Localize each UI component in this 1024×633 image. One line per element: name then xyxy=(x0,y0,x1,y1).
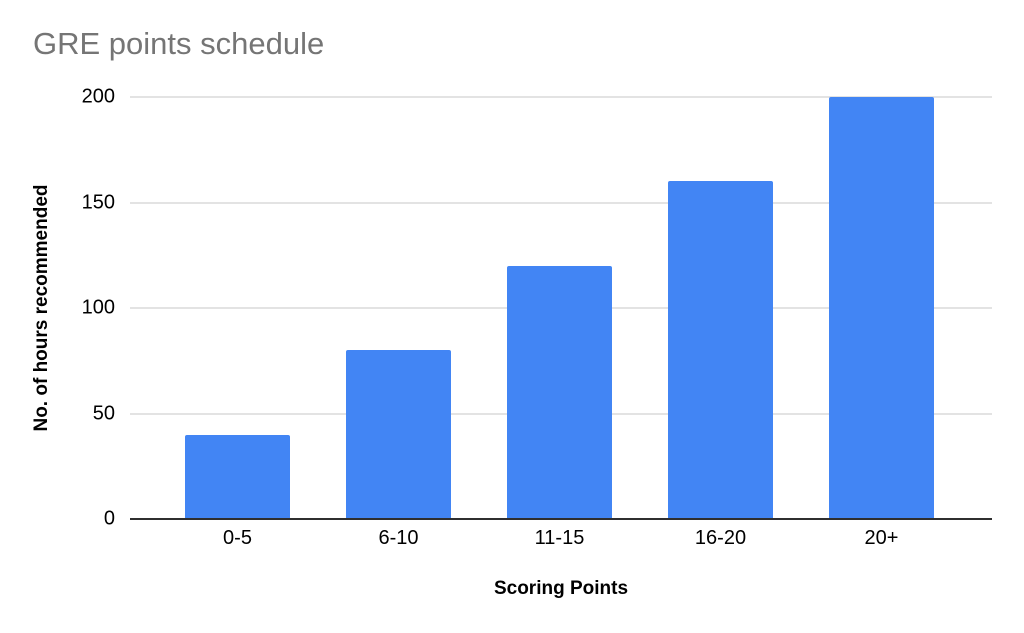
x-tick-label-6-10: 6-10 xyxy=(378,527,419,549)
y-tick-labels: 0 50 100 150 200 xyxy=(0,86,115,530)
y-tick-label-200: 200 xyxy=(81,85,115,108)
bars-container xyxy=(157,97,962,519)
y-tick-label-0: 0 xyxy=(103,507,115,530)
bar-11-15 xyxy=(507,265,612,519)
bar-slot-0-5 xyxy=(157,97,318,519)
plot-area xyxy=(130,96,992,520)
bar-16-20 xyxy=(668,181,773,519)
chart-title: GRE points schedule xyxy=(33,26,325,61)
bar-slot-20+ xyxy=(801,97,962,519)
y-tick-label-100: 100 xyxy=(81,296,115,319)
gridline-150 xyxy=(130,201,992,204)
x-tick-label-11-15: 11-15 xyxy=(534,527,585,549)
y-tick-label-50: 50 xyxy=(92,402,115,424)
bar-20+ xyxy=(829,97,934,519)
x-tick-label-0-5: 0-5 xyxy=(223,527,252,549)
bar-0-5 xyxy=(185,434,290,519)
bar-slot-11-15 xyxy=(479,97,640,519)
bar-slot-16-20 xyxy=(640,97,801,519)
gridline-200 xyxy=(130,96,992,98)
x-axis-line xyxy=(130,518,992,520)
x-tick-labels: 0-5 6-10 11-15 16-20 20+ xyxy=(157,527,962,550)
x-tick-label-16-20: 16-20 xyxy=(694,527,747,549)
y-tick-label-150: 150 xyxy=(81,191,115,213)
bar-slot-6-10 xyxy=(318,97,479,519)
x-tick-label-20+: 20+ xyxy=(864,527,899,549)
bar-6-10 xyxy=(346,350,451,519)
x-axis-title: Scoring Points xyxy=(493,578,629,599)
